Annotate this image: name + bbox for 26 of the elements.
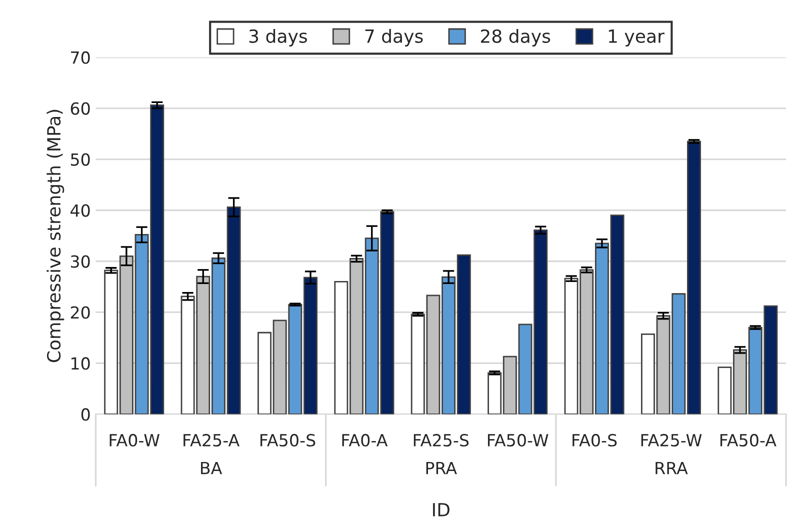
x-axis-title: ID [433,503,450,516]
y-tick-label: 30 [70,255,90,268]
x-tick-label: FA25-A [184,434,240,447]
y-tick-label: 70 [71,51,90,64]
y-tick-label: 60 [70,102,90,115]
text: RRA [656,462,688,474]
x-tick-label: FA0-S [572,434,617,447]
x-tick-label: FA50-S [260,434,316,447]
legend-label: 28 days [480,29,550,46]
x-tick-label: FA0-W [110,434,160,447]
y-tick-label: 40 [70,204,90,217]
legend-label: 1 year [608,30,664,46]
x-tick-label: FA50-A [720,434,776,447]
y-axis-title: Compressive strength (MPa) [46,110,64,362]
y-tick-label: 0 [81,408,90,421]
text: PRA [426,462,457,474]
x-tick-label: FA25-W [641,434,702,447]
x-tick-label: FA50-W [488,434,548,447]
y-tick-label: 20 [70,306,90,319]
x-tick-label: FA0-A [342,434,388,447]
legend-label: 7 days [365,29,423,46]
y-tick-label: 50 [70,153,90,166]
legend-label: 3 days [249,29,307,46]
text: BA [201,462,222,474]
x-tick-label: FA25-S [414,434,469,447]
y-tick-label: 10 [72,357,90,370]
